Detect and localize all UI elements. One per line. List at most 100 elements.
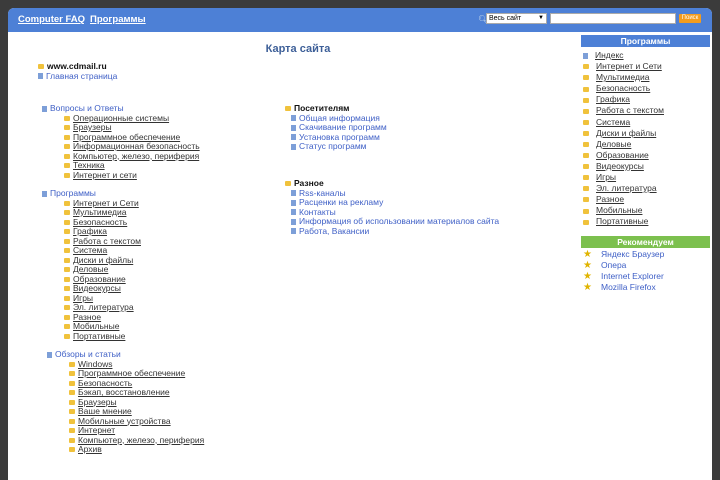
sidebar-link[interactable]: Система <box>596 116 631 127</box>
list-item-link[interactable]: Ваше мнение <box>78 406 132 416</box>
sidebar-link[interactable]: Диски и файлы <box>596 127 657 138</box>
sidebar-link[interactable]: Образование <box>596 149 649 160</box>
list-item-link[interactable]: Образование <box>73 273 126 284</box>
search-scope-value: Весь сайт <box>489 15 522 22</box>
list-item-link[interactable]: Статус программ <box>299 141 367 151</box>
search-scope-select[interactable]: Весь сайт ▼ <box>486 13 547 24</box>
search-input[interactable] <box>550 13 676 24</box>
section-title[interactable]: Вопросы и Ответы <box>50 103 124 113</box>
folder-icon <box>583 130 589 136</box>
sidebar-link[interactable]: Игры <box>596 172 617 183</box>
page-icon <box>47 351 52 358</box>
list-item-link[interactable]: Операционные системы <box>73 112 170 123</box>
list-item-link[interactable]: Игры <box>73 292 94 303</box>
nav-computer-faq[interactable]: Computer FAQ <box>18 14 86 25</box>
chevron-down-icon: ▼ <box>538 15 544 21</box>
folder-icon <box>285 106 291 112</box>
recommend-link[interactable]: Яндекс Браузер <box>601 248 665 259</box>
list-item-link[interactable]: Мобильные устройства <box>78 415 171 426</box>
sidebar-link[interactable]: Графика <box>596 94 630 105</box>
sidebar-link[interactable]: Деловые <box>596 138 632 149</box>
sidebar-recommend-title: Рекомендуем <box>581 235 710 248</box>
list-item: Видеокурсы <box>42 283 141 294</box>
list-item: Браузеры <box>42 122 200 133</box>
list-item: Windows <box>47 358 204 370</box>
list-item-link[interactable]: Мобильные <box>73 321 120 331</box>
list-item-link[interactable]: Установка программ <box>299 131 380 142</box>
list-item: Бэкап, восстановление <box>47 387 204 398</box>
list-item: Портативные <box>42 330 141 342</box>
list-item-link[interactable]: Программное обеспечение <box>78 368 186 378</box>
search-button[interactable]: Поиск <box>679 14 701 23</box>
list-item-link[interactable]: Браузеры <box>73 122 112 132</box>
folder-icon <box>69 390 75 396</box>
folder-icon <box>69 371 75 377</box>
sidebar-item: Портативные <box>581 216 710 227</box>
list-item-link[interactable]: Общая информация <box>299 112 380 123</box>
list-item-link[interactable]: Rss-каналы <box>299 187 346 198</box>
list-item-link[interactable]: Мультимедиа <box>73 207 127 217</box>
folder-icon <box>583 97 589 103</box>
list-item-link[interactable]: Деловые <box>73 264 109 274</box>
folder-icon <box>64 144 70 150</box>
list-item-link[interactable]: Безопасность <box>78 377 133 388</box>
section-title[interactable]: Программы <box>50 188 96 198</box>
folder-icon <box>583 75 589 81</box>
list-item-link[interactable]: Видеокурсы <box>73 283 121 293</box>
list-item-link[interactable]: Диски и файлы <box>73 254 134 265</box>
list-item-link[interactable]: Контакты <box>299 206 336 217</box>
list-item-link[interactable]: Работа с текстом <box>73 235 141 246</box>
list-item-link[interactable]: Расценки на рекламу <box>299 197 384 207</box>
list-item-link[interactable]: Программное обеспечение <box>73 131 181 142</box>
sidebar-link[interactable]: Портативные <box>596 216 649 227</box>
list-item: Установка программ <box>285 131 387 143</box>
list-item-link[interactable]: Техника <box>73 160 105 170</box>
list-item-link[interactable]: Информационная безопасность <box>73 141 200 151</box>
list-item-link[interactable]: Портативные <box>73 330 126 341</box>
sidebar-link[interactable]: Безопасность <box>596 83 651 94</box>
recommend-item: ★ Яндекс Браузер <box>581 249 710 260</box>
recommend-link[interactable]: Mozilla Firefox <box>601 281 656 292</box>
list-item-link[interactable]: Эл. литература <box>73 302 134 312</box>
sidebar-link[interactable]: Интернет и Сети <box>596 61 662 72</box>
sidebar-link[interactable]: Разное <box>596 194 625 205</box>
list-item-link[interactable]: Графика <box>73 226 107 236</box>
list-item-link[interactable]: Интернет <box>78 425 116 435</box>
recommend-link[interactable]: Internet Explorer <box>601 270 664 281</box>
list-item-link[interactable]: Скачивание программ <box>299 122 387 132</box>
folder-icon <box>583 108 589 114</box>
sidebar-link[interactable]: Эл. литература <box>596 183 657 194</box>
list-item-link[interactable]: Система <box>73 245 108 255</box>
folder-icon <box>64 200 70 206</box>
list-item: Rss-каналы <box>285 187 499 199</box>
section-title[interactable]: Обзоры и статьи <box>55 349 121 359</box>
sidebar-link[interactable]: Видеокурсы <box>596 160 644 171</box>
sidebar-link[interactable]: Работа с текстом <box>596 105 664 116</box>
list-item-link[interactable]: Безопасность <box>73 216 128 227</box>
list-item-link[interactable]: Бэкап, восстановление <box>78 387 170 397</box>
sidebar-link[interactable]: Мультимедиа <box>596 72 650 83</box>
list-item-link[interactable]: Браузеры <box>78 396 117 407</box>
folder-icon <box>64 276 70 282</box>
list-item-link[interactable]: Информация об использовании материалов с… <box>299 216 500 226</box>
list-item: Безопасность <box>47 377 204 389</box>
section-header: Посетителям <box>285 103 387 114</box>
sidebar-link[interactable]: Индекс <box>595 50 624 60</box>
list-item: Общая информация <box>285 112 387 124</box>
sidebar-link[interactable]: Мобильные <box>596 205 643 216</box>
list-item-link[interactable]: Интернет и сети <box>73 169 137 180</box>
sidebar-item: Видеокурсы <box>581 161 710 172</box>
list-item-link[interactable]: Компьютер, железо, периферия <box>78 434 205 445</box>
section-header: Программы <box>42 188 141 199</box>
home-link[interactable]: Главная страница <box>46 70 118 81</box>
list-item-link[interactable]: Разное <box>73 311 102 322</box>
list-item-link[interactable]: Компьютер, железо, периферия <box>73 150 200 161</box>
page-icon <box>291 199 296 206</box>
list-item-link[interactable]: Работа, Вакансии <box>299 225 370 236</box>
list-item-link[interactable]: Windows <box>78 358 113 369</box>
recommend-link[interactable]: Опера <box>601 259 627 270</box>
list-item-link[interactable]: Интернет и Сети <box>73 197 139 208</box>
list-item-link[interactable]: Архив <box>78 444 102 454</box>
nav-programs[interactable]: Программы <box>90 14 146 25</box>
section-header: Вопросы и Ответы <box>42 103 200 114</box>
